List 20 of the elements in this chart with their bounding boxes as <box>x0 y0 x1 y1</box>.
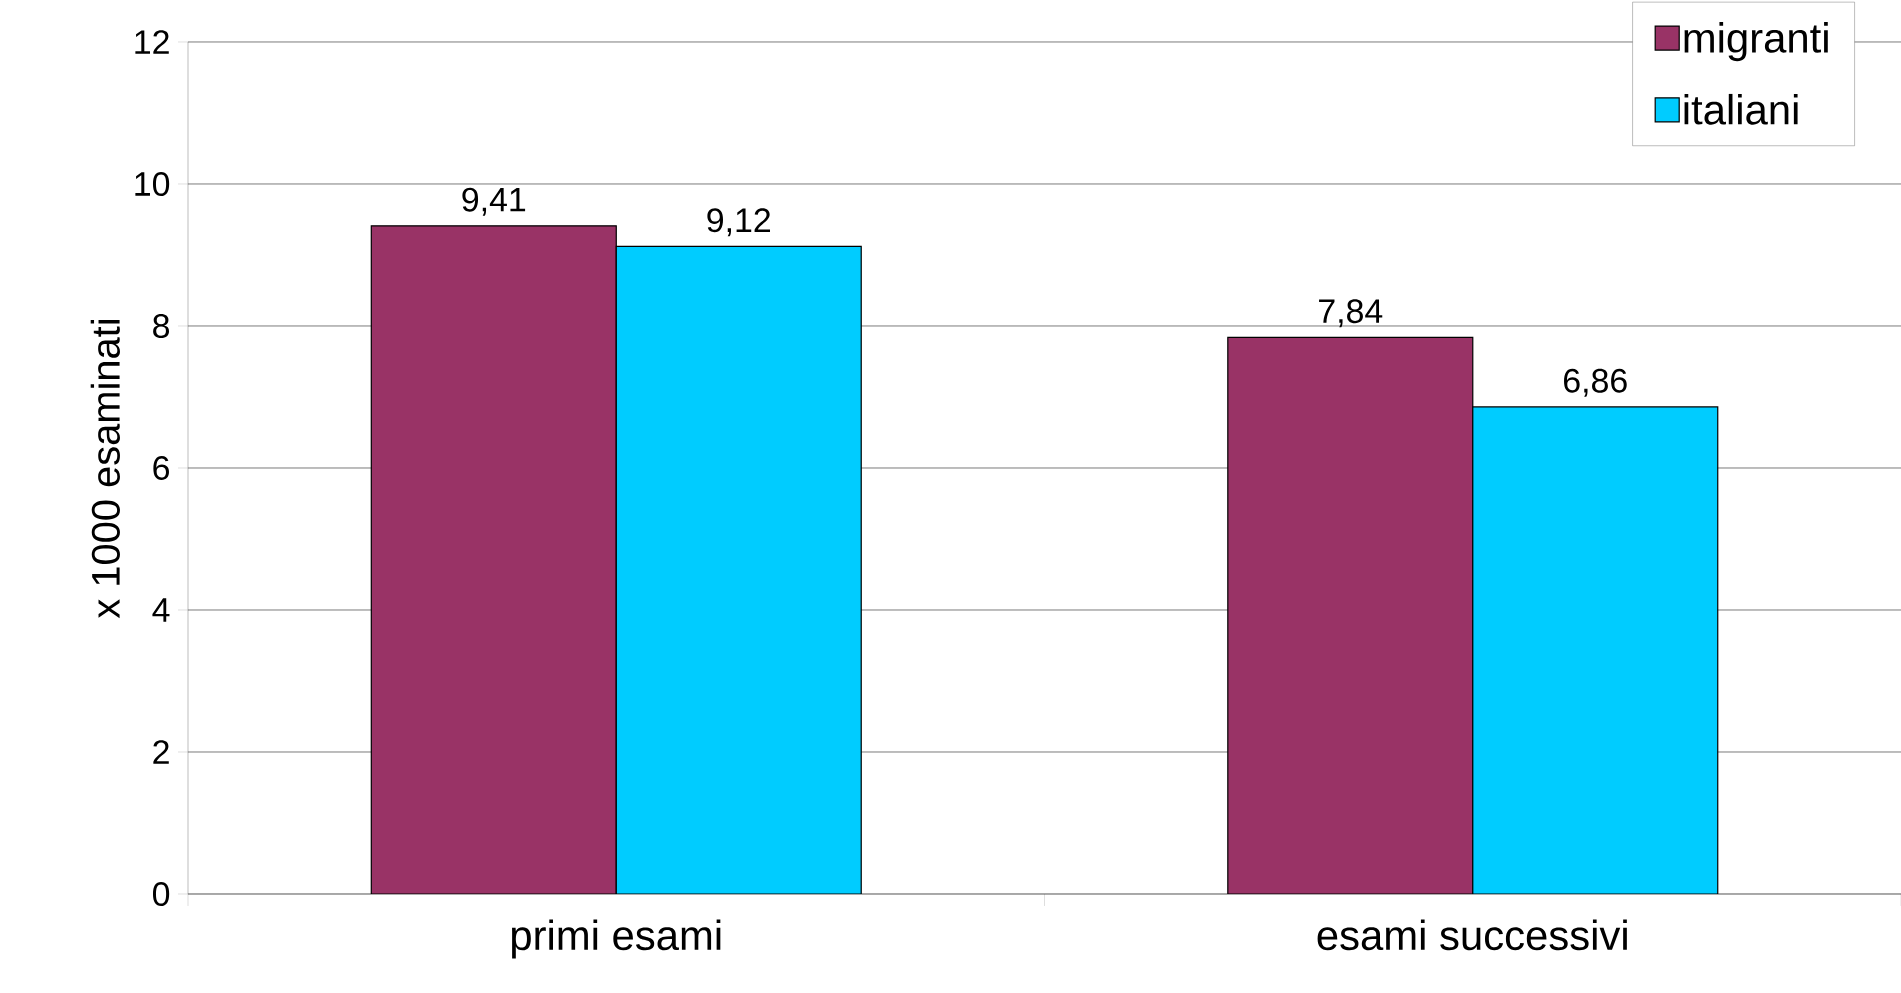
y-tick-label: 10 <box>135 171 170 196</box>
data-label: 7,84 <box>1319 299 1383 328</box>
legend-label: migranti <box>1684 22 1828 62</box>
y-tick-label: 12 <box>135 30 169 54</box>
y-tick-label: 6 <box>153 455 169 480</box>
y-tick-label: 2 <box>153 740 169 764</box>
bar <box>1227 336 1474 894</box>
data-label: 9,12 <box>707 208 771 237</box>
y-axis-title: x 1000 esaminati <box>90 320 120 619</box>
data-label: 6,86 <box>1564 368 1627 397</box>
data-label: 9,41 <box>462 187 526 216</box>
y-tick-label: 8 <box>153 313 170 338</box>
x-tick-label: primi esami <box>512 919 721 959</box>
y-tick-label: 0 <box>152 882 170 906</box>
legend-label: italiani <box>1684 93 1798 125</box>
bar <box>615 245 862 894</box>
y-tick-label: 4 <box>152 598 170 622</box>
bar <box>1472 406 1719 894</box>
x-tick-label: esami successivi <box>1317 919 1627 951</box>
bar <box>370 225 617 894</box>
